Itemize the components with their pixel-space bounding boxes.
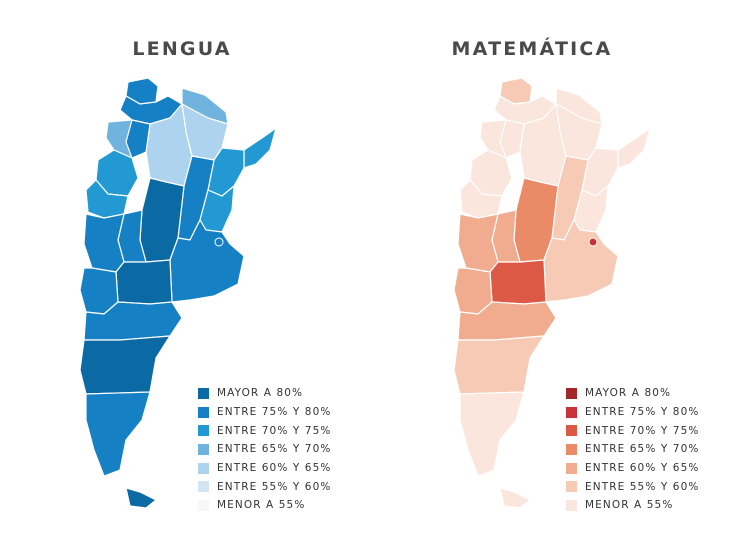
- legend-swatch: [198, 387, 209, 399]
- legend-item: ENTRE 60% Y 65%: [566, 459, 699, 478]
- legend-item: ENTRE 55% Y 60%: [198, 477, 331, 496]
- region-buenosaires: [543, 218, 619, 303]
- region-sanjuan: [85, 179, 129, 219]
- legend-label: ENTRE 65% Y 70%: [585, 443, 700, 456]
- lengua-title: LENGUA: [132, 38, 232, 60]
- legend-swatch: [566, 462, 577, 474]
- legend-item: ENTRE 70% Y 75%: [566, 421, 699, 440]
- legend-label: ENTRE 55% Y 60%: [585, 480, 700, 493]
- legend-swatch: [198, 481, 209, 493]
- legend-label: ENTRE 75% Y 80%: [585, 406, 700, 419]
- lengua-map: [79, 77, 278, 509]
- region-lapampa: [115, 259, 173, 305]
- lengua-legend: MAYOR A 80% ENTRE 75% Y 80% ENTRE 70% Y …: [198, 384, 331, 515]
- legend-swatch: [198, 406, 209, 418]
- region-tierradelfuego: [125, 487, 158, 509]
- legend-swatch: [566, 499, 577, 511]
- legend-label: ENTRE 70% Y 75%: [217, 424, 332, 437]
- region-mendoza: [83, 213, 125, 273]
- legend-item: ENTRE 75% Y 80%: [198, 403, 331, 422]
- legend-item: ENTRE 55% Y 60%: [566, 477, 699, 496]
- region-misiones: [243, 126, 278, 169]
- region-tucuman: [125, 119, 151, 159]
- legend-item: ENTRE 60% Y 65%: [198, 459, 331, 478]
- legend-label: ENTRE 60% Y 65%: [217, 462, 332, 475]
- region-caba: [588, 237, 598, 247]
- region-sanjuan: [459, 179, 503, 219]
- region-misiones: [617, 126, 652, 169]
- region-mendoza: [457, 213, 499, 273]
- region-chubut: [453, 335, 546, 395]
- legend-item: ENTRE 65% Y 70%: [566, 440, 699, 459]
- legend-swatch: [566, 481, 577, 493]
- legend-item: MENOR A 55%: [198, 496, 331, 515]
- region-buenosaires: [169, 218, 245, 303]
- legend-label: MENOR A 55%: [585, 499, 674, 512]
- legend-item: ENTRE 70% Y 75%: [198, 421, 331, 440]
- legend-label: ENTRE 70% Y 75%: [585, 424, 700, 437]
- legend-item: ENTRE 65% Y 70%: [198, 440, 331, 459]
- legend-swatch: [198, 462, 209, 474]
- region-caba: [214, 237, 224, 247]
- legend-swatch: [198, 499, 209, 511]
- region-santacruz: [459, 391, 525, 477]
- region-lapampa: [489, 259, 547, 305]
- legend-item: MAYOR A 80%: [198, 384, 331, 403]
- legend-item: ENTRE 75% Y 80%: [566, 403, 699, 422]
- lengua-panel: LENGUA MAYOR A 80% ENTRE 75% Y 80% ENTRE…: [0, 0, 372, 547]
- region-tierradelfuego: [499, 487, 532, 509]
- legend-item: MAYOR A 80%: [566, 384, 699, 403]
- legend-item: MENOR A 55%: [566, 496, 699, 515]
- legend-label: MENOR A 55%: [217, 499, 306, 512]
- matematica-title: MATEMÁTICA: [451, 38, 613, 60]
- legend-label: MAYOR A 80%: [585, 387, 672, 400]
- legend-label: ENTRE 65% Y 70%: [217, 443, 332, 456]
- region-chubut: [79, 335, 172, 395]
- legend-label: MAYOR A 80%: [217, 387, 304, 400]
- region-santacruz: [85, 391, 151, 477]
- region-tucuman: [499, 119, 525, 159]
- matematica-panel: MATEMÁTICA MAYOR A 80% ENTRE 75% Y 80% E…: [372, 0, 744, 547]
- matematica-map: [453, 77, 652, 509]
- legend-swatch: [566, 406, 577, 418]
- legend-swatch: [566, 443, 577, 455]
- legend-label: ENTRE 75% Y 80%: [217, 406, 332, 419]
- legend-swatch: [566, 425, 577, 437]
- legend-label: ENTRE 55% Y 60%: [217, 480, 332, 493]
- legend-label: ENTRE 60% Y 65%: [585, 462, 700, 475]
- legend-swatch: [566, 387, 577, 399]
- legend-swatch: [198, 425, 209, 437]
- legend-swatch: [198, 443, 209, 455]
- matematica-legend: MAYOR A 80% ENTRE 75% Y 80% ENTRE 70% Y …: [566, 384, 699, 515]
